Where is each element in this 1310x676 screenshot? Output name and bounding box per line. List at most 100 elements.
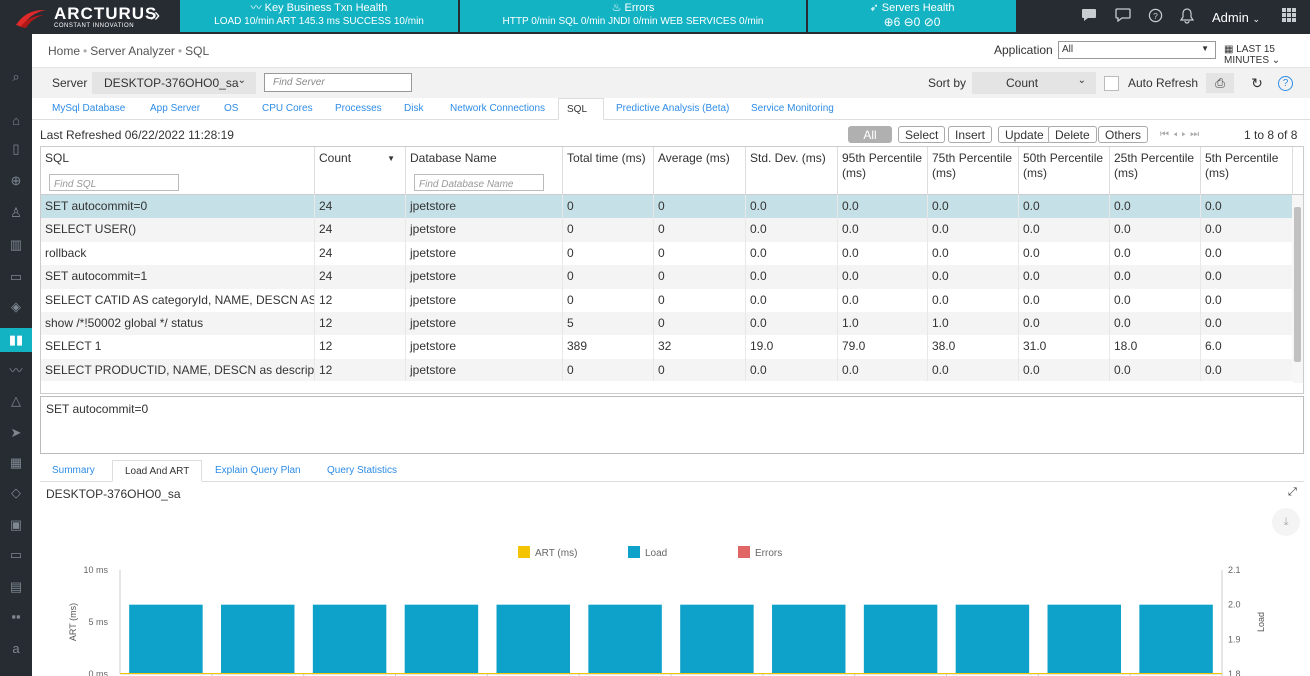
search-icon[interactable]: ⌕ <box>12 69 20 84</box>
filter-select-button[interactable]: Select <box>898 126 946 143</box>
panel-title: Key Business Txn Health <box>264 2 388 14</box>
column-header-database[interactable]: Database Name Find Database Name <box>406 147 563 195</box>
tag-icon[interactable]: ◇ <box>11 485 21 500</box>
tab-os[interactable]: OS <box>224 103 239 114</box>
bell-icon[interactable] <box>1178 8 1196 26</box>
sort-by-select[interactable]: Count ⌄ <box>972 72 1096 94</box>
tab-processes[interactable]: Processes <box>335 103 382 114</box>
legend-label: Load <box>645 548 667 559</box>
application-select[interactable]: All ▼ <box>1058 41 1216 59</box>
column-header-p50[interactable]: 50th Percentile (ms) <box>1019 147 1110 195</box>
tab-explain-query-plan[interactable]: Explain Query Plan <box>215 465 301 476</box>
user-icon[interactable]: ♙ <box>10 205 22 220</box>
calendar-icon: ▦ <box>1224 44 1237 55</box>
horizontal-scrollbar[interactable] <box>41 381 1293 393</box>
tab-predictive-analysis[interactable]: Predictive Analysis (Beta) <box>616 103 730 114</box>
filter-delete-button[interactable]: Delete <box>1048 126 1097 143</box>
globe-icon[interactable]: ⊕ <box>10 173 22 188</box>
tab-mysql-database[interactable]: MySql Database <box>52 103 126 114</box>
help-icon[interactable]: ? <box>1146 8 1164 26</box>
find-database-input[interactable]: Find Database Name <box>414 174 544 191</box>
column-header-std-dev[interactable]: Std. Dev. (ms) <box>746 147 838 195</box>
filter-insert-button[interactable]: Insert <box>948 126 993 143</box>
column-header-p75[interactable]: 75th Percentile (ms) <box>928 147 1019 195</box>
alert-bell-icon[interactable]: △ <box>11 393 21 408</box>
column-header-p25[interactable]: 25th Percentile (ms) <box>1110 147 1201 195</box>
tab-sql[interactable]: SQL <box>558 98 604 120</box>
server-select[interactable]: DESKTOP-376OHO0_sa ⌄ <box>92 72 256 94</box>
server-analyzer-icon[interactable]: ▮▮ <box>0 328 38 352</box>
first-page-icon[interactable]: ⏮ <box>1160 129 1173 140</box>
expand-icon[interactable]: ⤢ <box>1288 486 1297 498</box>
tab-summary[interactable]: Summary <box>52 465 95 476</box>
tab-app-server[interactable]: App Server <box>150 103 201 114</box>
chat-icon[interactable] <box>1080 8 1098 26</box>
window-icon[interactable]: ▭ <box>9 547 23 562</box>
folder-icon[interactable]: ▭ <box>9 269 23 284</box>
last-page-icon[interactable]: ⏭ <box>1190 129 1204 140</box>
column-header-p95[interactable]: 95th Percentile (ms) <box>838 147 928 195</box>
table-row[interactable]: SELECT PRODUCTID, NAME, DESCN as descrip… <box>41 358 1293 383</box>
user-menu[interactable]: Admin ⌄ <box>1212 10 1260 25</box>
errors-panel[interactable]: ♨ Errors HTTP 0/min SQL 0/min JNDI 0/min… <box>460 0 806 32</box>
book-icon[interactable]: ▤ <box>9 579 23 594</box>
vertical-scrollbar[interactable] <box>1292 195 1303 383</box>
servers-health-panel[interactable]: ➶ Servers Health ⊕6 ⊖0 ⊘0 <box>808 0 1016 32</box>
filter-others-button[interactable]: Others <box>1098 126 1149 143</box>
arcturus-a-icon[interactable]: a <box>12 641 20 656</box>
filter-all-button[interactable]: All <box>848 126 892 143</box>
table-row[interactable]: SET autocommit=1 24 jpetstore 0 0 0.0 0.0 0.0 0.… <box>41 265 1293 289</box>
server-value: DESKTOP-376OHO0_sa <box>104 76 239 90</box>
find-server-input[interactable]: Find Server <box>264 73 412 92</box>
send-icon[interactable]: ➤ <box>10 425 22 440</box>
find-sql-input[interactable]: Find SQL <box>49 174 179 191</box>
time-range-select[interactable]: ▦ LAST 15 MINUTES ⌄ <box>1224 44 1310 66</box>
sql-detail-box[interactable]: SET autocommit=0 <box>40 396 1304 454</box>
breadcrumb-home[interactable]: Home <box>48 44 81 58</box>
briefcase-icon[interactable]: ▣ <box>9 517 23 532</box>
tab-disk[interactable]: Disk <box>404 103 424 114</box>
auto-refresh-checkbox[interactable] <box>1104 76 1119 91</box>
cell-count: 24 <box>315 265 406 289</box>
tab-cpu-cores[interactable]: CPU Cores <box>262 103 313 114</box>
layers-icon[interactable]: ◈ <box>11 299 21 314</box>
pagination-controls[interactable]: ⏮◂▸⏭ <box>1160 129 1203 140</box>
column-header-total-time[interactable]: Total time (ms) <box>563 147 654 195</box>
download-button[interactable]: ⤓ <box>1272 508 1300 536</box>
table-row[interactable]: SELECT CATID AS categoryId, NAME, DESCN … <box>41 288 1293 312</box>
column-header-average[interactable]: Average (ms) <box>654 147 746 195</box>
load-bar <box>1139 604 1213 674</box>
help-button[interactable]: ? <box>1278 76 1293 91</box>
tab-network-connections[interactable]: Network Connections <box>450 103 546 114</box>
column-header-count[interactable]: Count ▼ <box>315 147 406 195</box>
tab-service-monitoring[interactable]: Service Monitoring <box>751 103 834 114</box>
collapse-menu-icon[interactable]: » <box>150 5 161 25</box>
brand-logo[interactable]: ARCTURUS CONSTANT INNOVATION <box>14 2 156 32</box>
table-row[interactable]: SELECT 1 12 jpetstore 389 32 19.0 79.0 38.0 31.0… <box>41 335 1293 359</box>
cell-average: 32 <box>654 335 746 359</box>
table-row[interactable]: SET autocommit=0 24 jpetstore 0 0 0.0 0.0 0.0 0.… <box>41 195 1293 219</box>
table-row[interactable]: show /*!50002 global */ status 12 jpetstor… <box>41 312 1293 336</box>
prev-page-icon[interactable]: ◂ <box>1173 129 1182 140</box>
tab-query-statistics[interactable]: Query Statistics <box>327 465 398 476</box>
grid-icon[interactable]: ▪▪ <box>11 609 21 624</box>
table-row[interactable]: rollback 24 jpetstore 0 0 0.0 0.0 0.0 0.0 0.0 0.0 <box>41 241 1293 266</box>
columns-icon[interactable]: ▥ <box>9 237 23 252</box>
next-page-icon[interactable]: ▸ <box>1181 129 1191 140</box>
key-business-txn-panel[interactable]: 〰 Key Business Txn Health LOAD 10/min AR… <box>180 0 458 32</box>
column-header-sql[interactable]: SQL Find SQL <box>41 147 315 195</box>
print-button[interactable]: ⎙ <box>1206 73 1234 93</box>
message-icon[interactable] <box>1114 8 1132 26</box>
document-icon[interactable]: ▯ <box>12 141 20 156</box>
tab-load-and-art[interactable]: Load And ART <box>112 460 203 482</box>
calendar-icon[interactable]: ▦ <box>9 455 23 470</box>
breadcrumb-server-analyzer[interactable]: Server Analyzer <box>90 44 175 58</box>
table-row[interactable]: SELECT USER() 24 jpetstore 0 0 0.0 0.0 0.0 0.0 0.… <box>41 218 1293 242</box>
refresh-button[interactable]: ↻ <box>1246 73 1268 93</box>
trend-icon[interactable]: 〰 <box>9 363 23 378</box>
apps-grid-icon[interactable] <box>1280 7 1298 25</box>
home-icon[interactable]: ⌂ <box>12 113 20 128</box>
scrollbar-thumb[interactable] <box>1294 207 1301 362</box>
filter-update-button[interactable]: Update <box>998 126 1051 143</box>
column-header-p5[interactable]: 5th Percentile (ms) <box>1201 147 1293 195</box>
